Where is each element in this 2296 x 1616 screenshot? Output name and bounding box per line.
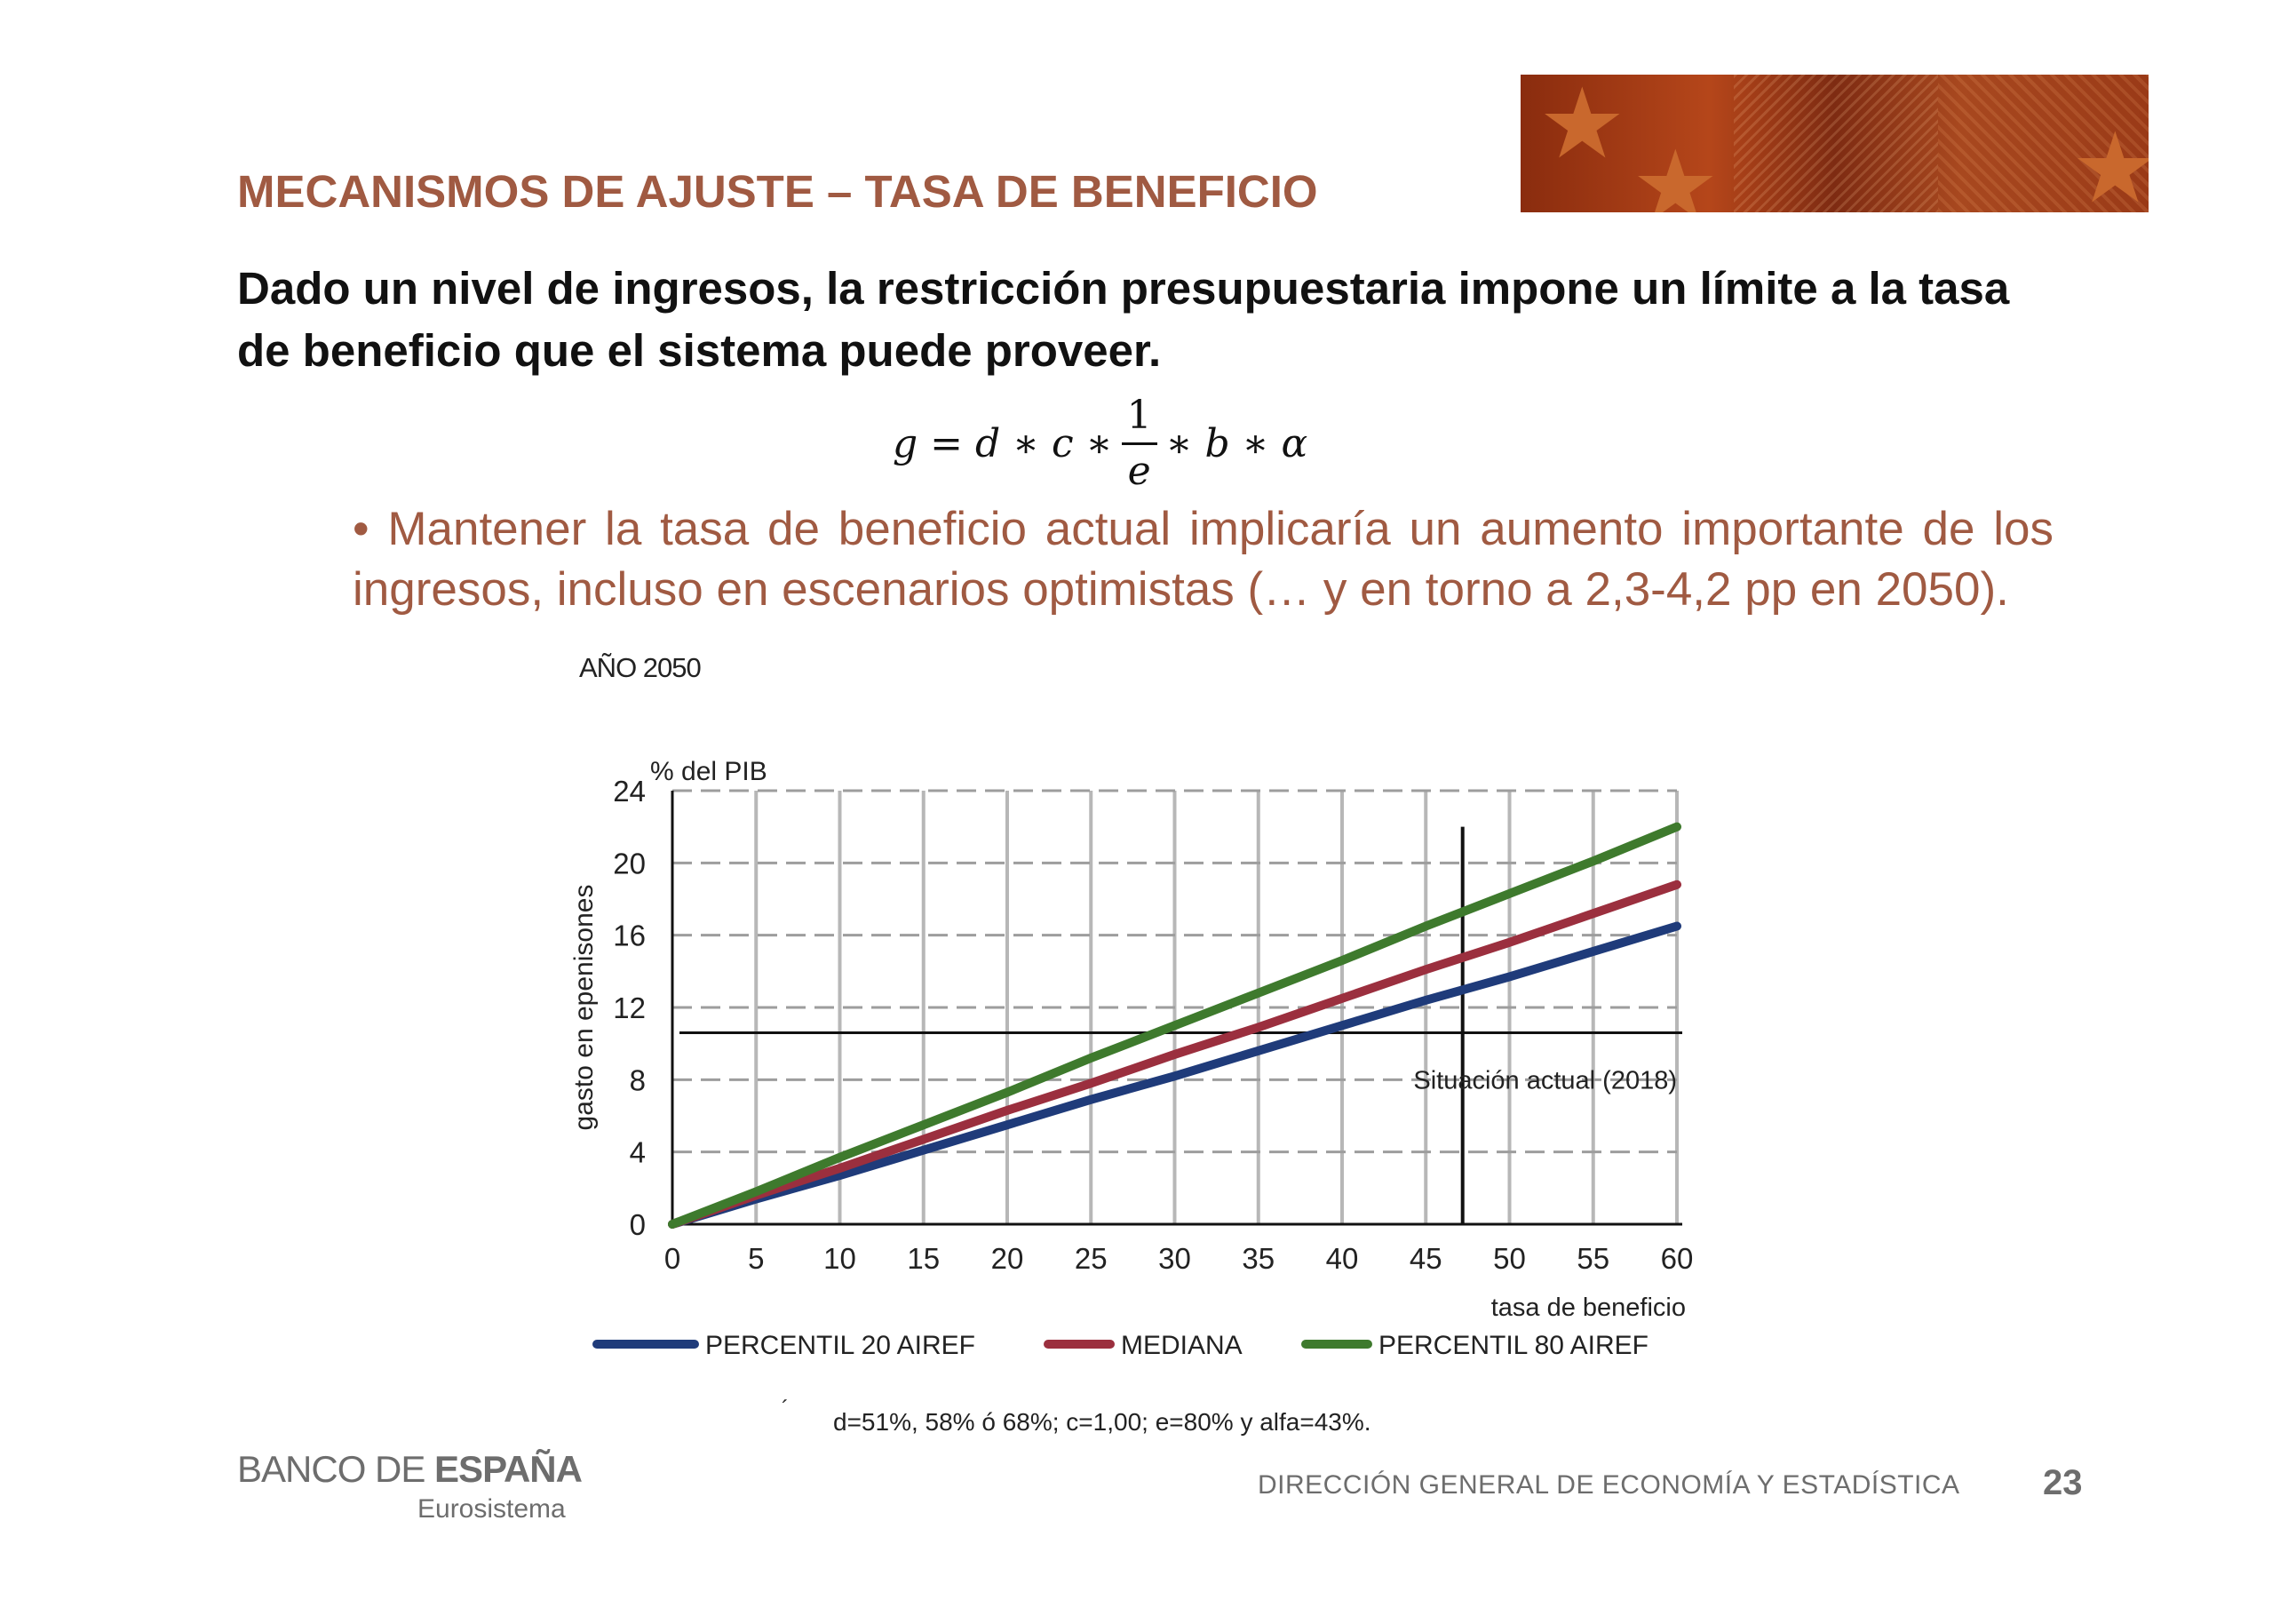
y-axis-label: gasto en epenisones [569,885,599,1131]
y-tick-label: 4 [630,1136,646,1169]
y-tick-label: 24 [613,775,646,808]
x-tick-label: 20 [991,1242,1024,1275]
x-tick-label: 40 [1326,1242,1359,1275]
y-tick-label: 12 [613,991,646,1024]
x-tick-label: 50 [1493,1242,1526,1275]
slide-title: MECANISMOS DE AJUSTE – TASA DE BENEFICIO [237,166,1318,217]
footnote-mark: ´ [782,1397,789,1421]
banco-de-espana-logo: BANCO DE ESPAÑA [237,1448,583,1491]
star-icon: ★ [1538,75,1626,180]
footer-department: DIRECCIÓN GENERAL DE ECONOMÍA Y ESTADÍST… [1258,1470,1960,1500]
x-tick-label: 15 [907,1242,940,1275]
formula-lhs: g = d ∗ c ∗ [893,421,1113,466]
series-line [668,921,1681,1229]
logo-subtitle: Eurosistema [417,1494,566,1524]
legend-label: MEDIANA [1121,1331,1243,1360]
formula-rhs: ∗ b ∗ α [1165,421,1308,466]
unit-label: % del PIB [650,757,767,786]
series-line [668,880,1681,1229]
formula-numerator: 1 [1121,389,1157,445]
y-tick-label: 0 [630,1208,646,1241]
formula: g = d ∗ c ∗ 1 e ∗ b ∗ α [893,389,1307,498]
x-axis-label: tasa de beneficio [1491,1294,1686,1322]
x-tick-label: 10 [823,1242,856,1275]
slide-subtitle: Dado un nivel de ingresos, la restricció… [237,263,2010,376]
logo-bold-text: ESPAÑA [434,1448,583,1490]
star-icon: ★ [2071,111,2149,212]
pension-spending-chart: 0 4 8 12 16 20 24 0 5 10 15 20 25 30 35 40 45 50 55 60 % del… [569,757,1694,1360]
formula-fraction: 1 e [1121,389,1157,498]
legend-label: PERCENTIL 80 AIREF [1378,1331,1649,1360]
x-tick-label: 5 [748,1242,764,1275]
star-icon: ★ [1632,129,1720,212]
y-tick-label: 20 [613,847,646,880]
x-tick-label: 0 [664,1242,680,1275]
x-tick-label: 35 [1242,1242,1275,1275]
legend-label: PERCENTIL 20 AIREF [705,1331,975,1360]
header-banner-image: ★ ★ ★ [1521,75,2149,212]
reference-annotation: Situación actual (2018) [1413,1066,1677,1095]
series-line [668,822,1681,1229]
x-tick-label: 30 [1158,1242,1191,1275]
x-tick-label: 25 [1075,1242,1108,1275]
x-tick-label: 45 [1410,1242,1442,1275]
x-tick-label: 55 [1577,1242,1609,1275]
y-tick-label: 8 [630,1063,646,1096]
chart-year-label: AÑO 2050 [579,652,702,683]
y-tick-label: 16 [613,919,646,952]
formula-denominator: e [1127,449,1151,494]
chart-footnote: d=51%, 58% ó 68%; c=1,00; e=80% y alfa=4… [833,1408,1371,1436]
x-tick-label: 60 [1661,1242,1694,1275]
logo-main-text: BANCO DE [237,1448,435,1490]
page-number: 23 [2043,1463,2083,1502]
bullet-text: • Mantener la tasa de beneficio actual i… [353,503,2054,616]
